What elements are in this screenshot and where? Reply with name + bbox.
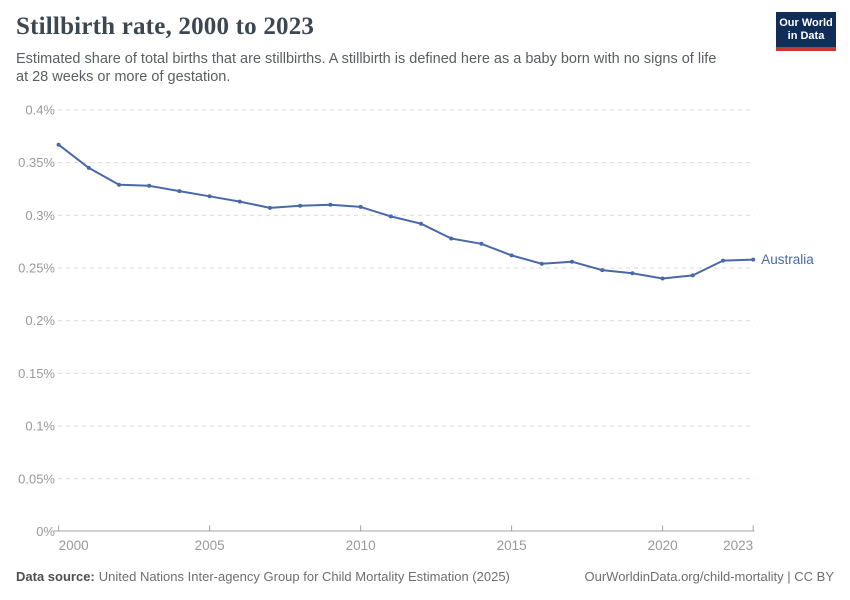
data-point[interactable] [539,261,544,266]
data-source-text: United Nations Inter-agency Group for Ch… [98,569,510,584]
y-axis-tick-label: 0.4% [25,102,55,117]
data-point[interactable] [419,221,423,226]
data-point[interactable] [328,202,333,207]
data-point[interactable] [630,271,635,276]
subtitle-line-2: at 28 weeks or more of gestation. [16,68,231,85]
data-point[interactable] [177,189,182,194]
data-point[interactable] [751,257,756,262]
y-axis-tick-label: 0.2% [25,313,55,328]
y-axis-tick-label: 0.05% [18,471,55,486]
data-point[interactable] [86,165,91,170]
data-point[interactable] [268,205,272,210]
x-axis-tick-label: 2015 [497,538,527,553]
x-axis-tick-label: 2010 [346,538,376,553]
series-label-australia[interactable]: Australia [761,252,814,267]
x-axis-tick-label: 2005 [195,538,225,553]
data-point[interactable] [449,236,454,241]
chart-footer: Data source: United Nations Inter-agency … [16,569,834,584]
data-point[interactable] [237,199,242,204]
y-axis-tick-label: 0.25% [18,261,55,276]
x-axis-tick-label: 2023 [723,538,753,553]
data-point[interactable] [358,204,363,209]
owid-logo[interactable]: Our World in Data [776,12,836,51]
y-axis-tick-label: 0% [36,524,55,539]
data-line-australia[interactable] [57,143,755,280]
chart-subtitle: Estimated share of total births that are… [16,51,766,86]
data-source-label: Data source: [16,569,95,584]
y-axis-tick-label: 0.15% [18,366,55,381]
y-axis-tick-label: 0.3% [25,208,55,223]
y-axis-tick-label: 0.1% [25,419,55,434]
data-point[interactable] [660,276,665,281]
data-source-note: Data source: United Nations Inter-agency … [16,569,510,584]
data-point[interactable] [479,241,484,246]
data-point[interactable] [721,258,725,263]
data-point[interactable] [298,203,303,208]
data-point[interactable] [570,259,574,264]
data-point[interactable] [147,183,152,188]
x-axis-tick-label: 2020 [648,538,678,553]
data-point[interactable] [117,182,121,187]
page-title: Stillbirth rate, 2000 to 2023 [16,13,315,40]
x-axis-tick-label: 2000 [59,538,89,553]
data-point[interactable] [600,268,605,273]
data-point[interactable] [207,194,212,199]
data-point[interactable] [509,253,514,258]
owid-logo-line-1: Our World [779,17,833,29]
credit-link[interactable]: OurWorldinData.org/child-mortality | CC … [584,569,835,584]
owid-logo-line-2: in Data [787,30,825,42]
data-point[interactable] [388,214,393,219]
subtitle-line-1: Estimated share of total births that are… [16,51,717,67]
data-point[interactable] [690,273,695,278]
data-point[interactable] [56,142,61,147]
y-axis-tick-label: 0.35% [18,155,55,170]
